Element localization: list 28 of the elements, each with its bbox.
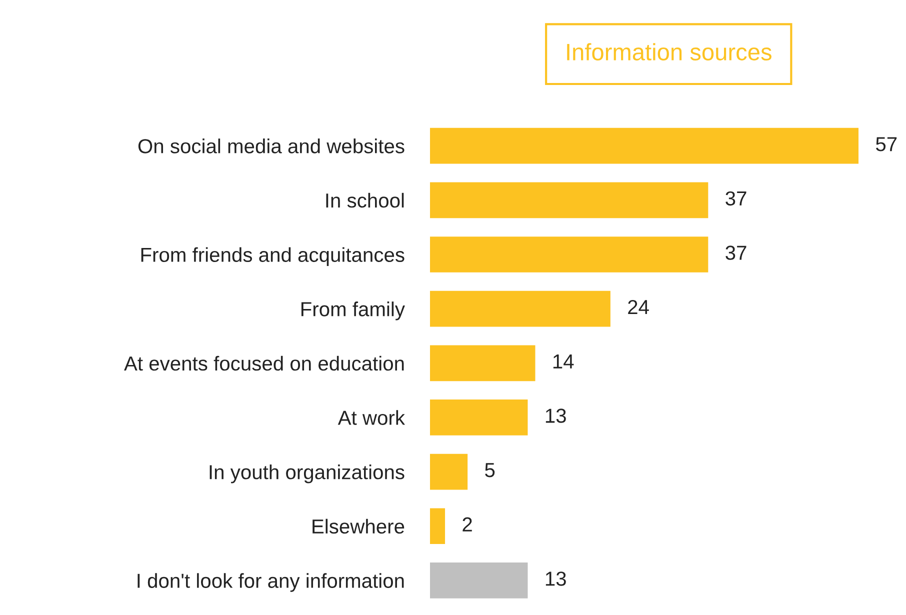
- bar: [430, 182, 708, 218]
- bar: [430, 290, 610, 327]
- data-label: 13: [546, 572, 566, 586]
- bar: [430, 508, 446, 544]
- data-label: 37: [726, 246, 746, 260]
- data-label: 24: [628, 300, 649, 314]
- data-label: 37: [726, 191, 746, 206]
- y-tick-label: From family: [301, 302, 405, 320]
- chart-title: Information sources: [567, 43, 772, 60]
- data-label: 57: [876, 137, 897, 152]
- bar: [430, 345, 536, 382]
- bar: [430, 236, 708, 272]
- y-tick-label: At events focused on education: [124, 356, 404, 371]
- bar: [430, 562, 528, 598]
- bar: [430, 128, 859, 164]
- y-tick-label: Elsewhere: [312, 518, 404, 534]
- y-tick-label: In school: [326, 192, 404, 208]
- y-tick-label: From friends and acquitances: [141, 247, 404, 266]
- y-tick-label: At work: [338, 410, 406, 425]
- y-tick-label: I don't look for any information: [138, 573, 404, 592]
- bar: [430, 400, 528, 436]
- data-label: 13: [546, 408, 566, 423]
- data-label: 2: [462, 517, 472, 532]
- data-label: 5: [485, 463, 495, 478]
- data-label: 14: [553, 354, 574, 368]
- bar: [430, 454, 468, 490]
- y-tick-label: On social media and websites: [138, 138, 404, 154]
- y-tick-label: In youth organizations: [210, 464, 404, 484]
